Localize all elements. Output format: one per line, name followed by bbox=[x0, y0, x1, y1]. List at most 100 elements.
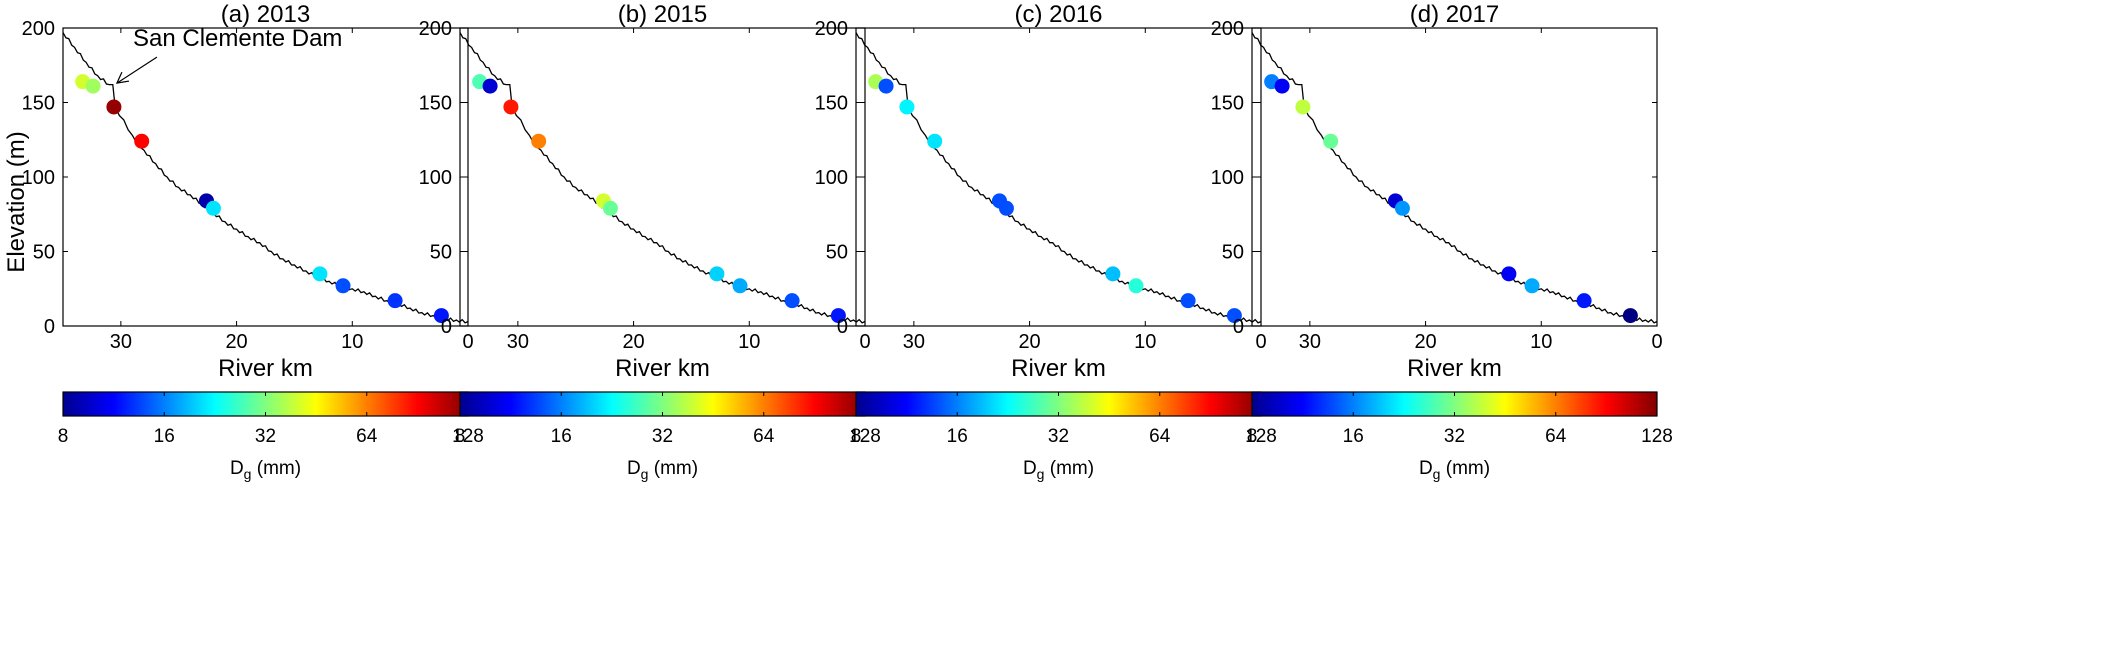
x-tick-label: 10 bbox=[738, 331, 760, 353]
grain-size-point bbox=[1576, 293, 1592, 309]
colorbar-label-unit: (mm) bbox=[1440, 458, 1490, 479]
x-tick-label: 30 bbox=[903, 331, 925, 353]
y-tick-label: 100 bbox=[22, 167, 55, 189]
x-axis-label: River km bbox=[615, 355, 710, 382]
x-tick-label: 0 bbox=[859, 331, 870, 353]
x-tick-label: 30 bbox=[1299, 331, 1321, 353]
grain-size-point bbox=[85, 78, 101, 94]
chart-title: (d) 2017 bbox=[1410, 1, 1499, 28]
colorbar-tick-label: 8 bbox=[1247, 426, 1258, 447]
x-axis-label: River km bbox=[1407, 355, 1502, 382]
grain-size-point bbox=[1105, 266, 1121, 282]
x-tick-label: 20 bbox=[622, 331, 644, 353]
grain-size-point bbox=[433, 308, 449, 324]
colorbar-tick-label: 128 bbox=[849, 426, 881, 447]
colorbar-label-subscript: g bbox=[244, 466, 252, 482]
colorbar-label: Dg (mm) bbox=[1023, 458, 1094, 482]
elevation-profile-line bbox=[1251, 32, 1658, 324]
x-tick-label: 20 bbox=[225, 331, 247, 353]
colorbar-tick-label: 128 bbox=[452, 426, 484, 447]
y-tick-label: 0 bbox=[1233, 316, 1244, 338]
grain-size-point bbox=[927, 133, 943, 149]
colorbar: 8 16 32 64 128 Dg (mm) bbox=[851, 391, 1277, 482]
colorbar-label: Dg (mm) bbox=[230, 458, 301, 482]
elevation-profile-line bbox=[62, 32, 469, 324]
colorbar-tick-label: 128 bbox=[1641, 426, 1673, 447]
grain-size-point bbox=[531, 133, 547, 149]
x-tick-label: 0 bbox=[462, 331, 473, 353]
y-tick-label: 200 bbox=[815, 18, 848, 40]
elevation-profile-line bbox=[459, 32, 866, 324]
y-tick-label: 200 bbox=[419, 18, 452, 40]
x-tick-label: 10 bbox=[1134, 331, 1156, 353]
grain-size-point bbox=[602, 200, 618, 216]
y-tick-label: 50 bbox=[430, 242, 452, 264]
colorbar-tick-label: 8 bbox=[58, 426, 69, 447]
grain-size-point bbox=[1295, 99, 1311, 115]
axes-frame bbox=[459, 27, 866, 327]
grain-size-point bbox=[1394, 200, 1410, 216]
colorbar-tick-label: 64 bbox=[1545, 426, 1567, 447]
colorbar-tick-label: 16 bbox=[1343, 426, 1364, 447]
y-tick-label: 100 bbox=[1211, 167, 1244, 189]
axes-frame bbox=[62, 27, 469, 327]
colorbar-tick-label: 64 bbox=[356, 426, 378, 447]
colorbar-tick-label: 8 bbox=[455, 426, 466, 447]
y-tick-label: 150 bbox=[815, 93, 848, 115]
x-tick-label: 10 bbox=[341, 331, 363, 353]
colorbar-tick-label: 64 bbox=[1149, 426, 1171, 447]
grain-size-point bbox=[1524, 278, 1540, 294]
colorbar-tick-label: 8 bbox=[851, 426, 862, 447]
y-tick-label: 150 bbox=[22, 93, 55, 115]
grain-size-point bbox=[482, 78, 498, 94]
colorbar-label-unit: (mm) bbox=[648, 458, 698, 479]
colorbar-label-subscript: g bbox=[1037, 466, 1045, 482]
grain-size-point bbox=[205, 200, 221, 216]
y-tick-label: 100 bbox=[815, 167, 848, 189]
grain-size-point bbox=[106, 99, 122, 115]
x-tick-label: 0 bbox=[1651, 331, 1662, 353]
colorbar-label-subscript: g bbox=[641, 466, 649, 482]
x-tick-label: 20 bbox=[1414, 331, 1436, 353]
axes-frame bbox=[855, 27, 1262, 327]
grain-size-point bbox=[899, 99, 915, 115]
grain-size-point bbox=[503, 99, 519, 115]
annotation-arrowhead bbox=[115, 71, 130, 84]
y-tick-label: 50 bbox=[826, 242, 848, 264]
colorbar-label-unit: (mm) bbox=[1044, 458, 1094, 479]
colorbar-tick-label: 32 bbox=[1444, 426, 1465, 447]
chart-title: (c) 2016 bbox=[1014, 1, 1102, 28]
colorbar-label: Dg (mm) bbox=[1419, 458, 1490, 482]
colorbar-label-unit: (mm) bbox=[251, 458, 301, 479]
x-tick-label: 10 bbox=[1530, 331, 1552, 353]
x-tick-label: 30 bbox=[507, 331, 529, 353]
x-tick-label: 30 bbox=[110, 331, 132, 353]
colorbar-tick-label: 16 bbox=[947, 426, 968, 447]
grain-size-point bbox=[830, 308, 846, 324]
colorbar-tick-label: 128 bbox=[1245, 426, 1277, 447]
chart-title: (a) 2013 bbox=[221, 1, 310, 28]
grain-size-point bbox=[312, 266, 328, 282]
y-tick-label: 150 bbox=[419, 93, 452, 115]
colorbar-label-main: D bbox=[1023, 458, 1037, 479]
y-tick-label: 200 bbox=[22, 18, 55, 40]
colorbar-tick-label: 32 bbox=[1048, 426, 1069, 447]
colorbar-tick-label: 64 bbox=[753, 426, 775, 447]
grain-size-point bbox=[1274, 78, 1290, 94]
colorbar-tick-label: 16 bbox=[551, 426, 572, 447]
axes-frame bbox=[1251, 27, 1658, 327]
colorbar-label-main: D bbox=[627, 458, 641, 479]
colorbar-tick-label: 16 bbox=[154, 426, 175, 447]
colorbar-label: Dg (mm) bbox=[627, 458, 698, 482]
grain-size-point bbox=[1501, 266, 1517, 282]
grain-size-point bbox=[387, 293, 403, 309]
grain-size-point bbox=[709, 266, 725, 282]
y-tick-label: 50 bbox=[33, 242, 55, 264]
y-tick-label: 150 bbox=[1211, 93, 1244, 115]
x-tick-label: 20 bbox=[1018, 331, 1040, 353]
